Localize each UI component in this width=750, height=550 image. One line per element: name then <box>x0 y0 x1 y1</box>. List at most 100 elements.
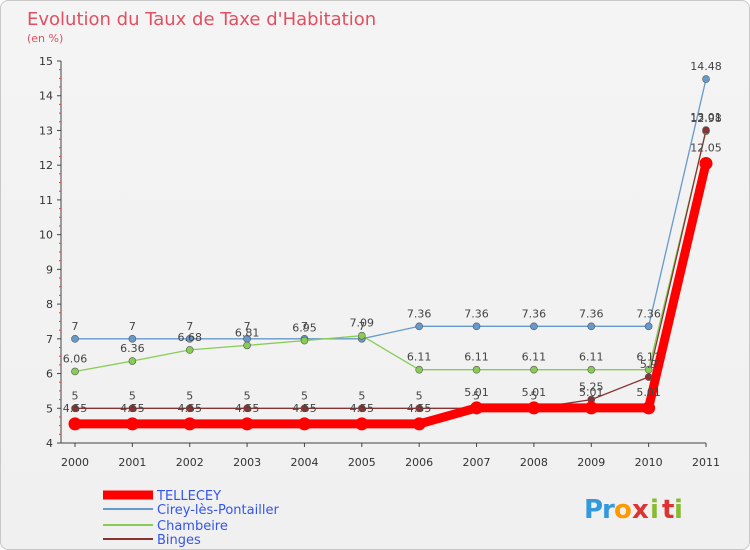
legend-label: TELLECEY <box>156 489 221 504</box>
legend-label: Cirey-lès-Pontailler <box>157 503 279 518</box>
data-label: 6.36 <box>120 342 145 355</box>
data-label: 6.95 <box>292 322 317 335</box>
chart-subtitle: (en %) <box>27 32 63 45</box>
data-label: 6.11 <box>407 351 432 364</box>
data-label: 7.36 <box>522 307 547 320</box>
data-label: 6.81 <box>235 326 260 339</box>
chart-title: Evolution du Taux de Taxe d'Habitation <box>27 9 376 30</box>
series-line-3 <box>75 129 707 409</box>
data-label: 7 <box>244 320 251 333</box>
data-label: 14.48 <box>690 60 722 73</box>
x-tick-label: 2006 <box>405 456 433 469</box>
data-label: 7.09 <box>350 317 375 330</box>
data-point <box>644 373 653 381</box>
data-point <box>68 417 82 431</box>
legend-label: Chambeire <box>157 519 228 534</box>
y-ticks: 4 5 6 7 8 9 10 11 12 13 14 15 <box>39 55 61 450</box>
x-tick-label: 2002 <box>176 456 204 469</box>
data-point <box>470 401 484 415</box>
logo-letter: x <box>632 495 649 525</box>
data-point <box>297 417 311 431</box>
logo-letter: t <box>662 495 674 525</box>
data-point <box>415 404 423 413</box>
x-tick-label: 2007 <box>463 456 491 469</box>
data-point <box>358 404 366 413</box>
data-label: 5 <box>72 389 79 402</box>
y-tick-label: 7 <box>46 333 53 346</box>
data-label: 4.55 <box>120 402 145 415</box>
data-point <box>472 365 481 374</box>
data-label: 5 <box>129 389 136 402</box>
x-ticks: 2000 2001 2002 2003 2004 2005 2006 2007 2008 2009… <box>61 443 720 469</box>
data-label: 5 <box>244 389 251 402</box>
data-point <box>71 335 79 343</box>
y-tick-label: 13 <box>39 124 53 137</box>
data-label: 5 <box>301 389 308 402</box>
data-label: 5.9 <box>640 358 658 371</box>
y-tick-label: 5 <box>46 402 53 415</box>
data-point <box>358 331 366 340</box>
data-label: 7.36 <box>579 307 604 320</box>
data-label: 7 <box>358 320 365 333</box>
data-label: 7 <box>301 320 308 333</box>
data-label: 7.36 <box>464 307 489 320</box>
x-tick-label: 2003 <box>233 456 261 469</box>
y-tick-label: 4 <box>46 437 53 450</box>
data-point <box>300 404 309 413</box>
data-label: 4.55 <box>407 402 432 415</box>
data-point <box>699 156 713 170</box>
data-point <box>527 401 541 415</box>
logo-letter: r <box>602 495 615 525</box>
axes <box>60 61 706 444</box>
data-point <box>415 322 423 331</box>
x-tick-label: 2011 <box>692 456 720 469</box>
data-point <box>243 404 251 413</box>
logo-letter: i <box>674 495 683 525</box>
data-label: 7.36 <box>407 307 432 320</box>
data-label: 5 <box>358 389 365 402</box>
data-point <box>530 365 538 374</box>
data-label: 7 <box>186 320 193 333</box>
y-tick-label: 9 <box>46 263 53 276</box>
data-label: 6.68 <box>177 331 202 344</box>
data-point <box>530 322 538 331</box>
data-point <box>587 322 596 331</box>
y-tick-label: 15 <box>39 55 53 68</box>
series-line-0 <box>75 162 711 429</box>
data-label: 5 <box>473 389 480 402</box>
data-point <box>642 401 656 415</box>
series-points <box>68 75 713 431</box>
data-point <box>183 417 197 431</box>
logo-letter: o <box>614 495 632 525</box>
series-labels: 7 7 7 7 7 7 7.36 7.36 7.36 7.36 7.36 14.48 6.06 6.36 6… <box>63 60 722 415</box>
data-label: 6.11 <box>464 351 489 364</box>
data-point <box>355 417 369 431</box>
data-label: 4.55 <box>177 402 202 415</box>
data-point <box>584 401 598 415</box>
data-label: 13.01 <box>690 111 722 124</box>
x-tick-label: 2004 <box>290 456 318 469</box>
data-label: 6.11 <box>522 351 547 364</box>
legend-label: Binges <box>157 533 201 548</box>
data-label: 4.55 <box>292 402 317 415</box>
y-tick-label: 12 <box>39 159 53 172</box>
data-label: 5.01 <box>579 386 604 399</box>
data-label: 5 <box>416 389 423 402</box>
x-tick-label: 2005 <box>348 456 376 469</box>
data-point <box>185 404 194 413</box>
data-point <box>587 365 596 374</box>
data-point <box>415 365 423 374</box>
x-tick-label: 2000 <box>61 456 89 469</box>
y-tick-label: 14 <box>39 90 53 103</box>
data-point <box>128 404 137 413</box>
data-label: 5.01 <box>464 386 489 399</box>
y-tick-label: 10 <box>39 229 53 242</box>
data-label: 5.01 <box>636 386 661 399</box>
data-point <box>128 335 137 343</box>
data-point <box>472 322 481 331</box>
data-point <box>243 341 251 350</box>
data-label: 7 <box>72 320 79 333</box>
x-tick-label: 2009 <box>577 456 605 469</box>
